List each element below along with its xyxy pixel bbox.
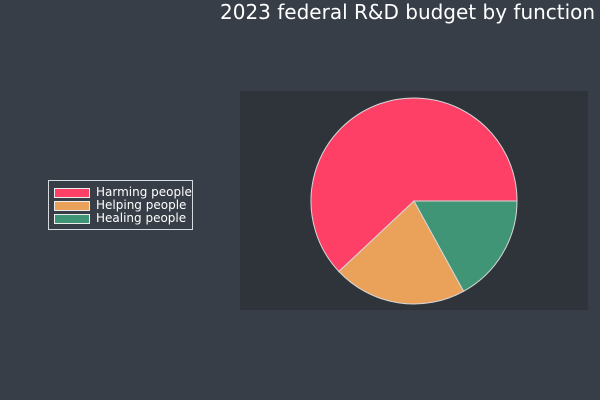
legend-label-helping: Helping people bbox=[96, 198, 187, 212]
legend-label-healing: Healing people bbox=[96, 211, 187, 225]
pie-slice-helping-people bbox=[338, 200, 465, 305]
legend-swatch-harming bbox=[54, 187, 90, 198]
legend: Harming people Helping people Healing pe… bbox=[48, 180, 193, 230]
legend-swatch-helping bbox=[54, 200, 90, 211]
legend-item-healing: Healing people bbox=[54, 212, 192, 225]
chart-title: 2023 federal R&D budget by function bbox=[220, 0, 596, 24]
legend-swatch-healing bbox=[54, 213, 90, 224]
legend-label-harming: Harming people bbox=[96, 185, 192, 199]
pie-slice-harming-people bbox=[310, 97, 518, 273]
legend-item-helping: Helping people bbox=[54, 199, 192, 212]
legend-item-harming: Harming people bbox=[54, 186, 192, 199]
pie-slice-healing-people bbox=[413, 200, 518, 292]
